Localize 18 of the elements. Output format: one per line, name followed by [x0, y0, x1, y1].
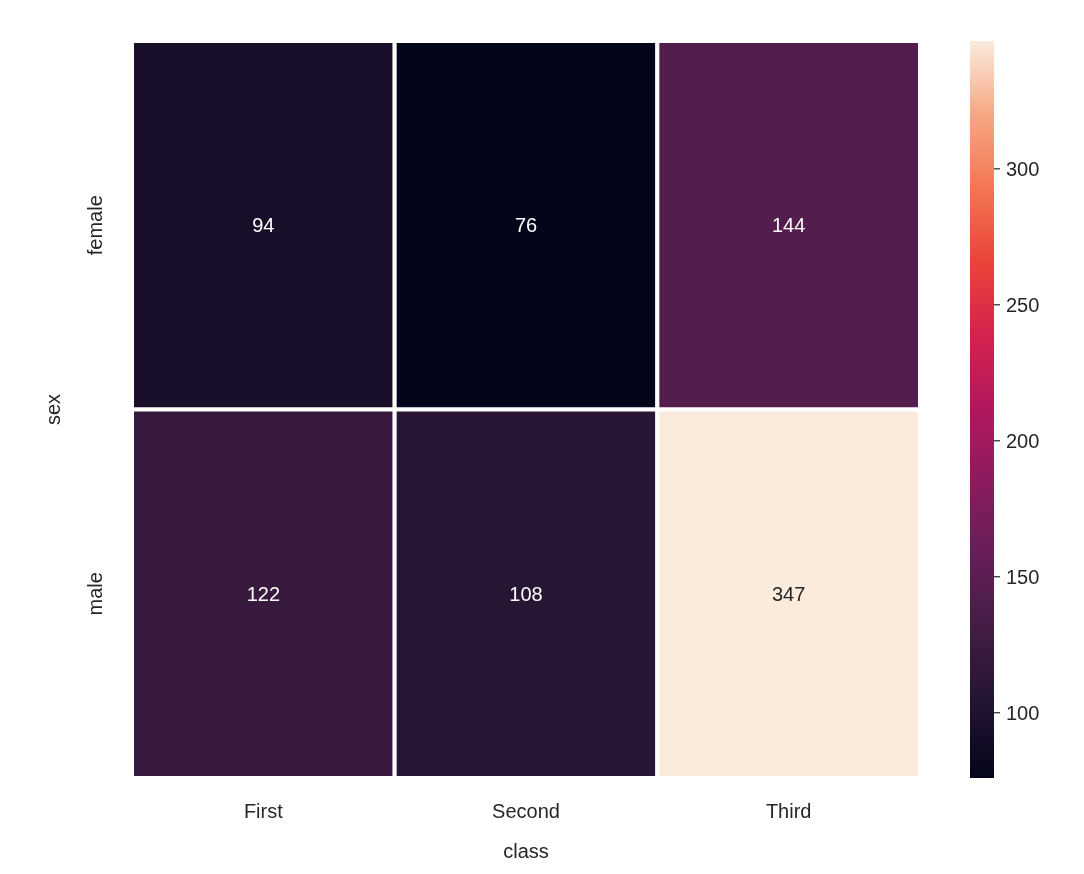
data-label: 76 [514, 214, 538, 237]
x-tick-label: Second [492, 800, 560, 822]
color-bar-label: 300 [1006, 157, 1040, 180]
color-bar-label: 250 [1006, 293, 1040, 316]
data-label: 347 [771, 582, 806, 605]
color-bar-label: 100 [1006, 701, 1040, 724]
y-axis-title: sex [42, 393, 64, 426]
x-tick-label: First [243, 800, 284, 822]
data-label: 108 [509, 582, 543, 605]
color-bar-label: 200 [1006, 429, 1040, 452]
x-axis-title: class [503, 840, 549, 862]
color-bar-label: 150 [1006, 565, 1040, 588]
data-label: 94 [252, 214, 275, 237]
x-tick-label: Third [765, 800, 812, 822]
data-label: 122 [246, 582, 281, 605]
y-tick-label: female [84, 195, 106, 256]
y-tick-label: male [84, 572, 106, 616]
data-label: 144 [771, 214, 806, 237]
